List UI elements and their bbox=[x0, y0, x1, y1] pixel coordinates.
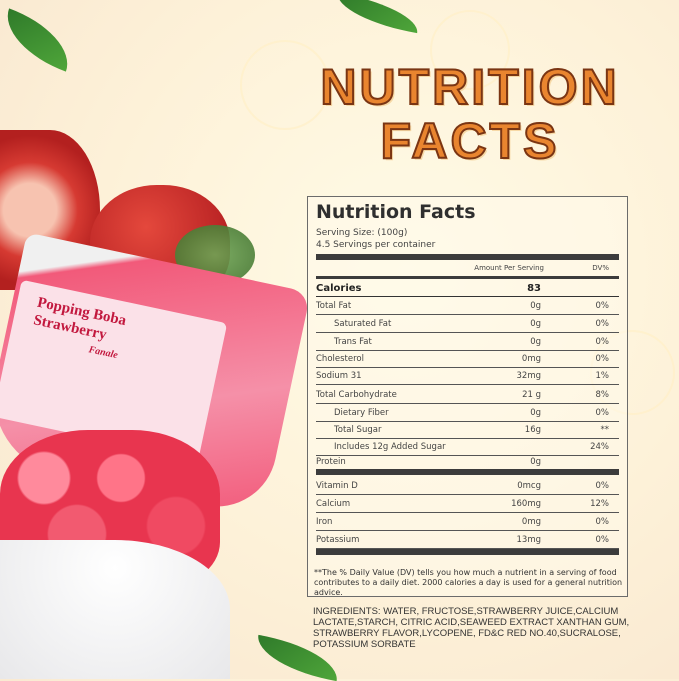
nutrient-dv: 1% bbox=[595, 371, 610, 381]
nutrient-label: Total Fat bbox=[316, 301, 352, 311]
nutrient-amount: 16g bbox=[524, 425, 541, 435]
nutrient-label: Sodium 31 bbox=[316, 371, 362, 381]
nutrient-dv: 0% bbox=[595, 408, 610, 418]
nutrient-row: Saturated Fat 0g 0% bbox=[316, 315, 619, 333]
leaf-decor bbox=[333, 0, 422, 34]
nutrition-facts-panel: Nutrition Facts Serving Size: (100g) 4.5… bbox=[307, 196, 628, 597]
divider-bar bbox=[316, 276, 619, 279]
nutrient-amount: 0g bbox=[530, 301, 541, 311]
nutrient-label: Dietary Fiber bbox=[334, 408, 389, 418]
nutrient-dv: 0% bbox=[595, 301, 610, 311]
nutrient-amount: 83 bbox=[527, 283, 541, 294]
headline-line1: NUTRITION bbox=[319, 58, 620, 116]
nutrient-row: Protein 0g bbox=[316, 453, 619, 471]
nutrient-row: Total Fat 0g 0% bbox=[316, 297, 619, 315]
nutrient-label: Saturated Fat bbox=[334, 319, 392, 329]
nutrient-amount: 32mg bbox=[516, 371, 542, 381]
nutrient-amount: 0g bbox=[530, 337, 541, 347]
nutrient-row: Trans Fat 0g 0% bbox=[316, 333, 619, 351]
nutrient-row: Cholesterol 0mg 0% bbox=[316, 350, 619, 368]
divider-bar bbox=[316, 254, 619, 260]
col-dv-header: DV% bbox=[592, 264, 609, 272]
nutrient-row: Vitamin D 0mcg 0% bbox=[316, 477, 619, 495]
nutrient-row: Dietary Fiber 0g 0% bbox=[316, 404, 619, 422]
nutrient-dv: 8% bbox=[595, 390, 610, 400]
nutrient-label: Trans Fat bbox=[334, 337, 372, 347]
nutrient-row: Calcium 160mg 12% bbox=[316, 495, 619, 513]
nutrient-dv: 0% bbox=[595, 517, 610, 527]
nutrient-dv: 0% bbox=[595, 481, 610, 491]
nutrient-label: Total Carbohydrate bbox=[316, 390, 397, 400]
panel-title: Nutrition Facts bbox=[316, 201, 476, 223]
nutrient-dv: 0% bbox=[595, 354, 610, 364]
nutrient-amount: 13mg bbox=[516, 535, 542, 545]
nutrient-dv: 0% bbox=[595, 319, 610, 329]
nutrient-label: Calcium bbox=[316, 499, 351, 509]
nutrient-amount: 0g bbox=[530, 319, 541, 329]
nutrient-dv: 0% bbox=[595, 337, 610, 347]
col-amount-header: Amount Per Serving bbox=[474, 264, 544, 272]
nutrient-label: Cholesterol bbox=[316, 354, 364, 364]
nutrient-dv: 12% bbox=[590, 499, 609, 509]
nutrient-amount: 0mg bbox=[521, 354, 541, 364]
nutrient-amount: 0mg bbox=[521, 517, 541, 527]
decor-bubble bbox=[430, 10, 510, 90]
nutrient-label: Potassium bbox=[316, 535, 360, 545]
nutrient-dv: ** bbox=[600, 425, 610, 435]
nutrient-label: Vitamin D bbox=[316, 481, 358, 491]
nutrient-row: Total Carbohydrate 21 g 8% bbox=[316, 386, 619, 404]
nutrient-row: Potassium 13mg 0% bbox=[316, 531, 619, 549]
nutrient-amount: 21 g bbox=[522, 390, 541, 400]
nutrient-label: Iron bbox=[316, 517, 333, 527]
divider-bar bbox=[316, 549, 619, 555]
nutrient-label: Calories bbox=[316, 283, 362, 294]
nutrient-label: Total Sugar bbox=[334, 425, 382, 435]
nutrient-row: Includes 12g Added Sugar 24% bbox=[316, 438, 619, 456]
nutrient-amount: 0mcg bbox=[517, 481, 541, 491]
leaf-decor bbox=[0, 8, 80, 72]
nutrient-row: Total Sugar 16g ** bbox=[316, 421, 619, 439]
nutrient-row: Calories 83 bbox=[316, 279, 619, 297]
ingredients-text: INGREDIENTS: WATER, FRUCTOSE,STRAWBERRY … bbox=[313, 606, 630, 650]
nutrient-amount: 160mg bbox=[511, 499, 541, 509]
nutrient-label: Protein bbox=[316, 457, 346, 467]
nutrient-row: Iron 0mg 0% bbox=[316, 513, 619, 531]
nutrient-dv: 0% bbox=[595, 535, 610, 545]
divider-bar bbox=[316, 469, 619, 475]
nutrient-label: Includes 12g Added Sugar bbox=[334, 442, 446, 452]
headline-line2: FACTS bbox=[380, 112, 560, 170]
serving-size: Serving Size: (100g) bbox=[316, 228, 408, 238]
nutrient-dv: 24% bbox=[590, 442, 609, 452]
dv-footnote: **The % Daily Value (DV) tells you how m… bbox=[314, 568, 623, 597]
nutrient-row: Sodium 31 32mg 1% bbox=[316, 367, 619, 385]
white-bowl bbox=[0, 540, 230, 679]
nutrient-amount: 0g bbox=[530, 457, 541, 467]
nutrient-amount: 0g bbox=[530, 408, 541, 418]
decor-bubble bbox=[240, 40, 330, 130]
servings-per-container: 4.5 Servings per container bbox=[316, 240, 436, 250]
